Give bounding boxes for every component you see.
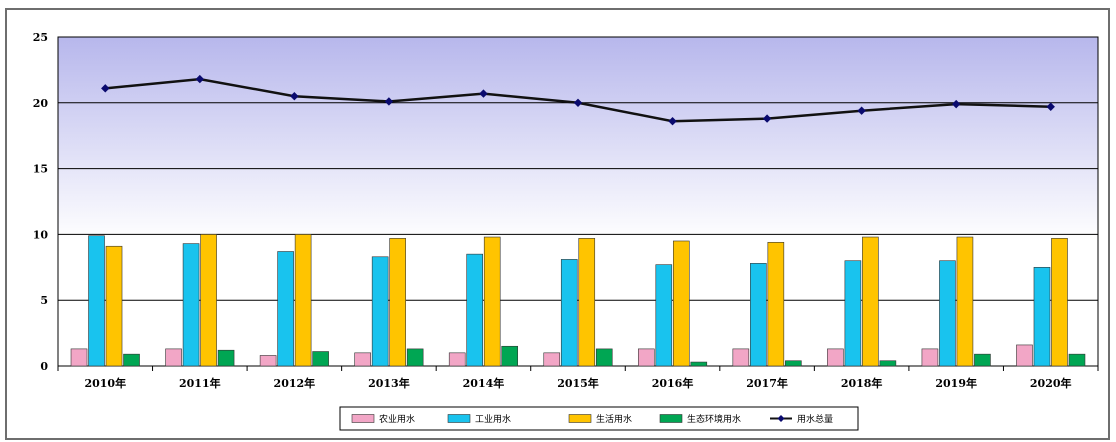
- x-tick-label: 2011年: [179, 376, 221, 390]
- line-point-1: [195, 74, 205, 84]
- bar-series1-2: [277, 251, 294, 367]
- bar-series2-0: [105, 245, 123, 367]
- legend-swatch-1: [447, 414, 471, 423]
- bar-series3-5: [595, 348, 613, 367]
- x-tick-label: 2012年: [274, 376, 316, 390]
- bar-series3-9: [974, 353, 991, 367]
- bar-series0-4: [448, 352, 466, 367]
- bar-series1-1: [182, 243, 200, 367]
- bar-series3-6: [690, 361, 708, 367]
- line-point-2: [290, 92, 299, 101]
- legend-label: 用水总量: [797, 413, 833, 425]
- legend-swatch-0: [351, 414, 375, 423]
- line-point-4: [479, 89, 488, 98]
- bar-series2-3: [389, 238, 406, 367]
- bar-series1-3: [371, 256, 389, 367]
- legend-swatch-2: [568, 414, 592, 423]
- legend-label: 生活用水: [596, 413, 632, 425]
- bar-series3-3: [406, 348, 424, 367]
- bar-series3-10: [1068, 353, 1086, 367]
- x-tick-label: 2019年: [935, 376, 977, 390]
- legend-label: 农业用水: [379, 413, 415, 425]
- bar-series0-3: [354, 352, 371, 367]
- line-point-7: [762, 114, 772, 123]
- legend: 农业用水 工业用水 生活用水 生态环境用水 用水总量: [339, 406, 859, 431]
- legend-marker-4: [777, 415, 785, 422]
- x-tick-label: 2018年: [841, 376, 883, 390]
- bar-series1-9: [939, 260, 956, 367]
- x-axis-ticks: 2010年 2011年 2012年 2013年 2014年 2015年 2016年 2017年…: [57, 366, 1099, 390]
- bar-series2-6: [672, 240, 690, 367]
- bar-series1-6: [655, 264, 673, 367]
- bar-series3-4: [501, 345, 519, 367]
- bar-series2-1: [200, 234, 217, 367]
- bar-series2-9: [956, 236, 974, 367]
- y-tick-label: 10: [33, 228, 49, 241]
- y-tick-label: 0: [40, 360, 48, 373]
- x-tick-label: 2014年: [463, 376, 505, 390]
- bar-series2-5: [578, 238, 596, 367]
- bar-series3-0: [123, 353, 140, 367]
- x-tick-label: 2015年: [557, 376, 599, 390]
- legend-label: 工业用水: [475, 413, 511, 425]
- bar-series2-8: [862, 236, 879, 367]
- bar-series3-2: [312, 351, 329, 367]
- bar-series0-8: [827, 348, 844, 367]
- x-tick-label: 2010年: [84, 376, 126, 390]
- bar-series3-8: [879, 360, 897, 367]
- total-line: [101, 74, 1055, 126]
- y-tick-label: 20: [33, 97, 49, 110]
- x-tick-label: 2013年: [368, 376, 410, 390]
- bar-series1-0: [88, 235, 105, 367]
- line-point-9: [951, 99, 961, 109]
- line-point-8: [857, 106, 866, 115]
- bar-series1-8: [844, 260, 862, 367]
- bar-series0-1: [165, 348, 182, 367]
- bar-series2-2: [294, 234, 312, 367]
- line-point-0: [101, 84, 110, 93]
- bar-series0-9: [921, 348, 939, 367]
- bar-series0-2: [259, 355, 277, 367]
- legend-label: 生态环境用水: [687, 413, 741, 425]
- line-point-3: [384, 97, 394, 106]
- bar-series2-10: [1051, 238, 1068, 367]
- legend-swatch-3: [659, 414, 683, 423]
- bar-series1-7: [750, 263, 767, 367]
- y-tick-label: 5: [40, 294, 48, 307]
- x-tick-label: 2017年: [746, 376, 788, 390]
- bar-series2-7: [767, 241, 785, 367]
- bar-series0-0: [70, 348, 88, 367]
- bar-series2-4: [483, 236, 501, 367]
- bar-series1-4: [466, 253, 484, 367]
- line-point-5: [573, 98, 583, 107]
- y-tick-label: 15: [33, 163, 48, 176]
- bar-series0-5: [543, 352, 561, 367]
- bars: [70, 234, 1086, 367]
- bar-series0-6: [637, 348, 655, 367]
- bar-series1-10: [1033, 266, 1051, 367]
- x-tick-label: 2016年: [652, 376, 694, 390]
- line-point-6: [668, 117, 677, 126]
- legend-box: [339, 406, 859, 431]
- bar-series3-1: [217, 349, 235, 367]
- plot-area: [57, 36, 1099, 367]
- bar-series1-5: [560, 259, 578, 367]
- bar-series0-10: [1016, 344, 1033, 367]
- y-tick-label: 25: [33, 31, 48, 44]
- bar-series3-7: [785, 360, 802, 367]
- y-axis-ticks: 0 5 10 15 20 25: [33, 31, 49, 373]
- x-tick-label: 2020年: [1030, 376, 1072, 390]
- line-point-10: [1046, 102, 1055, 111]
- bar-series0-7: [732, 348, 750, 367]
